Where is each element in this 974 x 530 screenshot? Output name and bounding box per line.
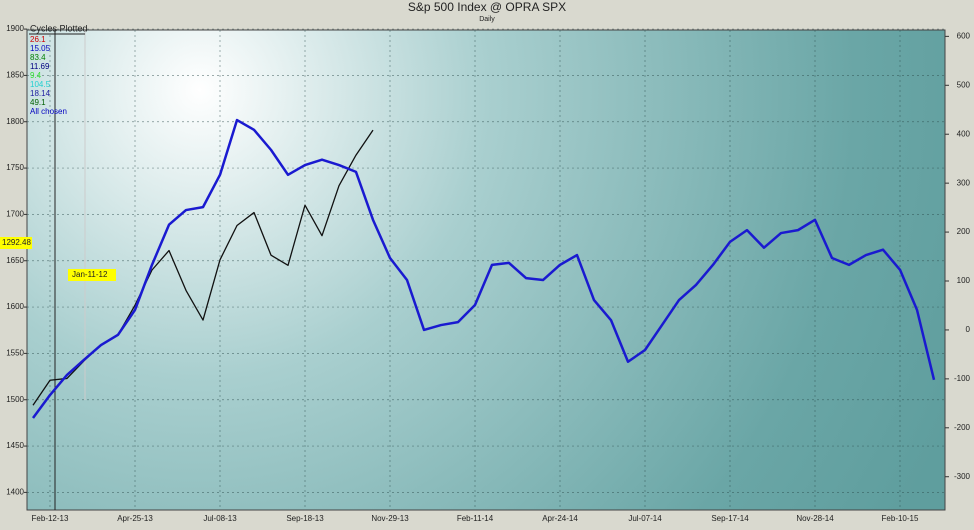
y2-tick-label: -300	[954, 472, 971, 481]
x-tick-label: Feb-10-15	[882, 514, 919, 523]
price-marker-box	[0, 237, 32, 249]
x-tick-label: Apr-24-14	[542, 514, 578, 523]
x-tick-label: Feb-12-13	[32, 514, 69, 523]
y2-tick-label: 400	[957, 129, 971, 138]
legend-entry: 26.1	[30, 35, 46, 44]
x-tick-label: Feb-11-14	[457, 514, 494, 523]
legend-entry: 11.69	[30, 62, 50, 71]
y2-tick-label: -200	[954, 423, 971, 432]
y2-tick-label: 300	[957, 178, 971, 187]
legend-entry: 104.5	[30, 80, 51, 89]
y2-tick-label: 0	[966, 325, 971, 334]
y-tick-label: 1700	[6, 210, 24, 219]
legend-entry: 49.1	[30, 98, 46, 107]
date-marker: Jan-11-12	[72, 270, 108, 279]
y2-tick-label: 100	[957, 276, 971, 285]
y-tick-label: 1550	[6, 349, 24, 358]
chart-title: S&p 500 Index @ OPRA SPX	[408, 0, 566, 14]
plot-area	[26, 29, 946, 511]
x-tick-label: Nov-29-13	[371, 514, 409, 523]
y2-tick-label: 600	[957, 31, 971, 40]
legend-entry: 18.14	[30, 89, 51, 98]
legend-entry: 15.05	[30, 44, 51, 53]
series-line	[31, 118, 936, 419]
y-tick-label: 1600	[6, 302, 24, 311]
legend-entry: 83.4	[30, 53, 46, 62]
x-tick-label: Jul-08-13	[203, 514, 237, 523]
y-tick-label: 1800	[6, 117, 24, 126]
y2-tick-label: 200	[957, 227, 971, 236]
legend-title: Cycles Plotted	[30, 23, 88, 33]
x-tick-label: Sep-18-13	[286, 514, 324, 523]
y-tick-label: 1650	[6, 256, 24, 265]
y2-tick-label: 500	[957, 80, 971, 89]
date-marker-box	[68, 269, 116, 281]
y-tick-label: 1850	[6, 71, 24, 80]
y-tick-label: 1900	[6, 24, 24, 33]
y-tick-label: 1500	[6, 395, 24, 404]
chart-subtitle: Daily	[479, 16, 495, 23]
legend-entry: All chosen	[30, 107, 67, 116]
x-tick-label: Nov-28-14	[796, 514, 834, 523]
legend-entry: 9.4	[30, 71, 42, 80]
x-tick-label: Sep-17-14	[711, 514, 749, 523]
y-tick-label: 1750	[6, 163, 24, 172]
y-tick-label: 1400	[6, 488, 24, 497]
x-tick-label: Jul-07-14	[628, 514, 662, 523]
x-tick-label: Apr-25-13	[117, 514, 153, 523]
price-marker: 1292.48	[2, 238, 31, 247]
y2-tick-label: -100	[954, 374, 971, 383]
y-tick-label: 1450	[6, 441, 24, 450]
